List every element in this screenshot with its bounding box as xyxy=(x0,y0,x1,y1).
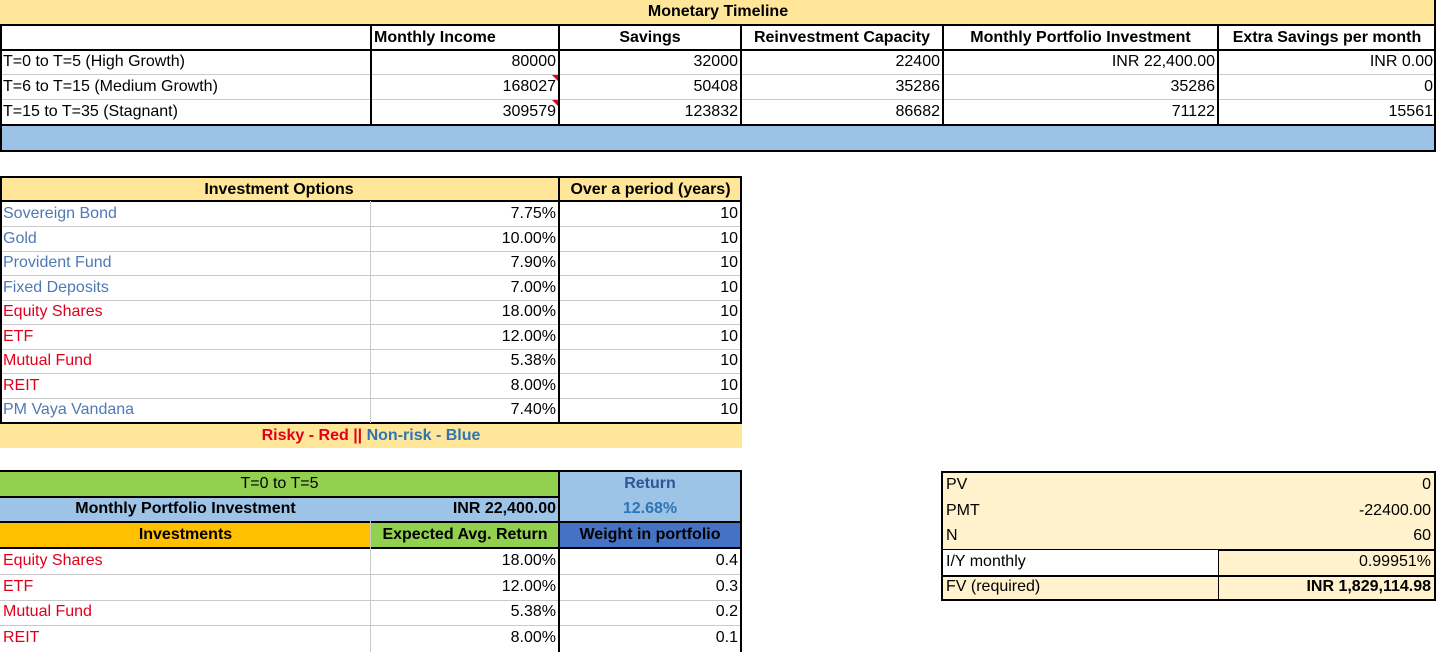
options-header: Investment Options xyxy=(204,181,354,198)
option-name: Sovereign Bond xyxy=(3,205,117,222)
portfolio-monthly-label: Monthly Portfolio Investment xyxy=(75,500,296,517)
portfolio-period: T=0 to T=5 xyxy=(240,475,319,492)
option-name: Mutual Fund xyxy=(3,352,92,369)
options-header-band xyxy=(0,176,742,201)
option-rate: 18.00% xyxy=(501,303,556,320)
blue-separator-band xyxy=(0,126,1436,151)
legend-risky: Risky - Red xyxy=(261,427,349,444)
option-name: Equity Shares xyxy=(3,303,103,320)
col-header-expected-return: Expected Avg. Return xyxy=(382,526,548,543)
timeline-reinvest: 22400 xyxy=(895,53,941,70)
option-years: 10 xyxy=(720,376,738,394)
fv-label: FV (required) xyxy=(946,578,1041,595)
option-name: REIT xyxy=(3,376,40,394)
portfolio-investment-name: REIT xyxy=(3,628,40,646)
risk-legend-band xyxy=(0,424,742,448)
risk-legend: Risky - Red || Non-risk - Blue xyxy=(0,424,742,448)
fv-label: PV xyxy=(946,476,968,493)
portfolio-weight: 0.4 xyxy=(715,552,738,569)
comment-marker-icon[interactable] xyxy=(552,100,559,107)
option-rate: 10.00% xyxy=(501,229,556,247)
col-header-portfolio: Monthly Portfolio Investment xyxy=(970,29,1191,46)
portfolio-investment-name: Equity Shares xyxy=(3,552,103,569)
option-rate: 8.00% xyxy=(510,376,556,394)
fv-value: 0 xyxy=(1422,476,1431,493)
option-name: Gold xyxy=(3,229,37,247)
option-rate: 7.00% xyxy=(510,278,556,296)
timeline-savings: 123832 xyxy=(684,103,738,120)
col-header-investments: Investments xyxy=(138,526,233,543)
option-years: 10 xyxy=(720,303,738,320)
timeline-reinvest: 86682 xyxy=(895,103,941,120)
timeline-portfolio: INR 22,400.00 xyxy=(1111,53,1215,70)
timeline-income: 309579 xyxy=(502,103,556,120)
timeline-row-label: T=0 to T=5 (High Growth) xyxy=(3,53,185,70)
fv-label: PMT xyxy=(946,501,980,519)
options-period-header: Over a period (years) xyxy=(570,181,731,198)
timeline-title-band xyxy=(0,0,1436,24)
option-rate: 7.90% xyxy=(510,254,556,271)
fv-value: INR 1,829,114.98 xyxy=(1306,578,1431,595)
col-header-reinvest: Reinvestment Capacity xyxy=(753,29,931,46)
option-years: 10 xyxy=(720,205,738,222)
option-years: 10 xyxy=(720,401,738,418)
portfolio-weight: 0.1 xyxy=(715,628,738,646)
portfolio-table: T=0 to T=5 Return Monthly Portfolio Inve… xyxy=(0,470,742,652)
timeline-portfolio: 35286 xyxy=(1170,78,1216,95)
option-years: 10 xyxy=(720,229,738,247)
timeline-extra: 15561 xyxy=(1388,103,1434,120)
portfolio-investment-name: Mutual Fund xyxy=(3,603,92,620)
portfolio-return-value: 12.68% xyxy=(622,500,678,517)
option-rate: 7.40% xyxy=(510,401,556,418)
fv-value: 60 xyxy=(1413,527,1431,544)
portfolio-weight: 0.2 xyxy=(715,603,738,620)
col-header-weight: Weight in portfolio xyxy=(579,526,721,543)
fv-value: -22400.00 xyxy=(1358,501,1431,519)
legend-separator: || xyxy=(348,427,367,444)
fv-value: 0.99951% xyxy=(1358,552,1431,570)
timeline-income: 168027 xyxy=(502,78,556,95)
timeline-income: 80000 xyxy=(511,53,557,70)
option-years: 10 xyxy=(720,278,738,296)
portfolio-investment-name: ETF xyxy=(3,577,34,595)
option-rate: 5.38% xyxy=(510,352,556,369)
portfolio-monthly-value: INR 22,400.00 xyxy=(452,500,556,517)
option-years: 10 xyxy=(720,327,738,345)
timeline-portfolio: 71122 xyxy=(1171,103,1215,120)
option-name: Fixed Deposits xyxy=(3,278,109,296)
portfolio-weight: 0.3 xyxy=(715,577,738,595)
timeline-row-label: T=6 to T=15 (Medium Growth) xyxy=(3,78,218,95)
timeline-extra: INR 0.00 xyxy=(1369,53,1433,70)
timeline-extra: 0 xyxy=(1424,78,1433,95)
option-rate: 7.75% xyxy=(510,205,556,222)
legend-nonrisk: Non-risk - Blue xyxy=(366,427,481,444)
timeline-title: Monetary Timeline xyxy=(647,3,789,20)
option-name: PM Vaya Vandana xyxy=(3,401,135,418)
comment-marker-icon[interactable] xyxy=(552,75,559,82)
option-name: ETF xyxy=(3,327,34,345)
option-years: 10 xyxy=(720,352,738,369)
fv-label: N xyxy=(946,527,958,544)
portfolio-return-label: Return xyxy=(624,475,676,492)
col-header-income: Monthly Income xyxy=(374,29,496,46)
investment-options-table: Investment Options Over a period (years)… xyxy=(0,176,742,448)
portfolio-expected-return: 18.00% xyxy=(501,552,556,569)
timeline-row-label: T=15 to T=35 (Stagnant) xyxy=(3,103,178,120)
timeline-savings: 32000 xyxy=(693,53,739,70)
timeline-savings: 50408 xyxy=(693,78,739,95)
portfolio-expected-return: 12.00% xyxy=(501,577,556,595)
option-rate: 12.00% xyxy=(501,327,556,345)
fv-label: I/Y monthly xyxy=(946,552,1026,570)
option-years: 10 xyxy=(720,254,738,271)
option-name: Provident Fund xyxy=(3,254,112,271)
col-header-savings: Savings xyxy=(619,29,681,46)
fv-calculator-table: PV 0 PMT -22400.00 N 60 I/Y monthly 0.99951… xyxy=(941,471,1436,601)
timeline-reinvest: 35286 xyxy=(895,78,941,95)
col-header-extra: Extra Savings per month xyxy=(1232,29,1422,46)
portfolio-expected-return: 8.00% xyxy=(510,628,556,646)
timeline-table: Monetary Timeline Monthly Income Savings… xyxy=(0,0,1436,152)
portfolio-expected-return: 5.38% xyxy=(510,603,556,620)
